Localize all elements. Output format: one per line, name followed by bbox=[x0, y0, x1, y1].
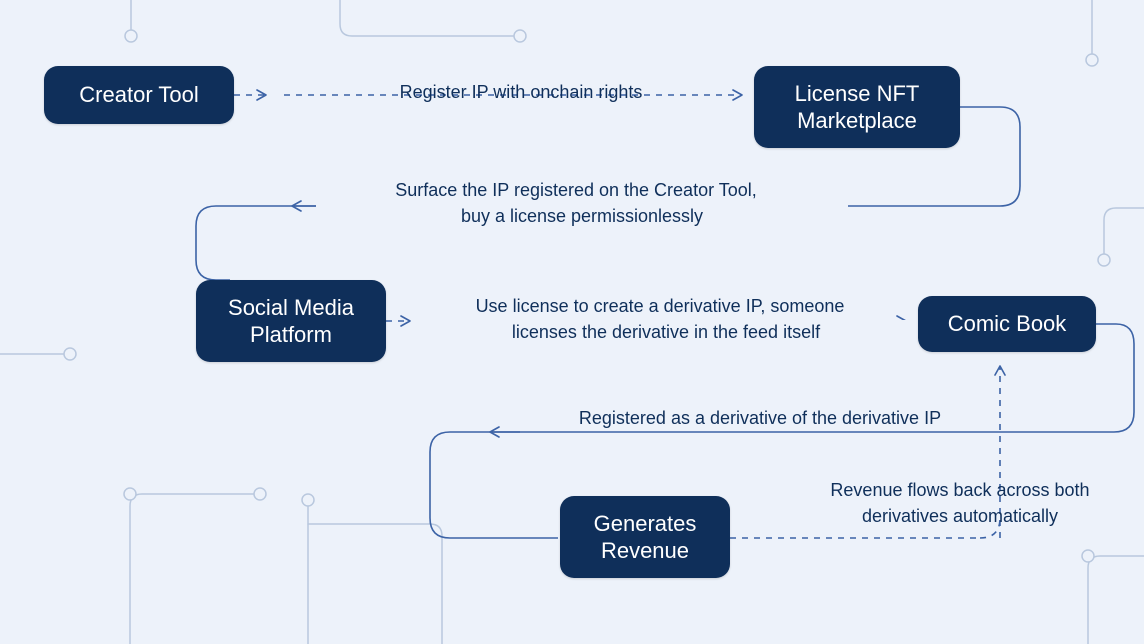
node-label: Social Media Platform bbox=[228, 294, 354, 349]
node-license-marketplace: License NFT Marketplace bbox=[754, 66, 960, 148]
edge-label-register-ip: Register IP with onchain rights bbox=[316, 80, 726, 104]
diagram-canvas: Creator Tool License NFT Marketplace Soc… bbox=[0, 0, 1144, 644]
edge-label-surface-ip-2: buy a license permissionlessly bbox=[316, 204, 848, 228]
edge-label-use-license-1: Use license to create a derivative IP, s… bbox=[420, 294, 900, 318]
label-text: derivatives automatically bbox=[862, 506, 1058, 526]
edge-label-use-license-2: licenses the derivative in the feed itse… bbox=[420, 320, 912, 344]
node-generates-revenue: Generates Revenue bbox=[560, 496, 730, 578]
node-creator-tool: Creator Tool bbox=[44, 66, 234, 124]
node-label: Generates Revenue bbox=[594, 510, 697, 565]
label-text: Registered as a derivative of the deriva… bbox=[579, 408, 941, 428]
edge-label-revenue-flows-1: Revenue flows back across both bbox=[790, 478, 1130, 502]
node-label: License NFT Marketplace bbox=[795, 80, 920, 135]
label-text: licenses the derivative in the feed itse… bbox=[512, 322, 820, 342]
label-text: Revenue flows back across both bbox=[830, 480, 1089, 500]
edge-label-revenue-flows-2: derivatives automatically bbox=[790, 504, 1130, 528]
label-text: Register IP with onchain rights bbox=[400, 82, 643, 102]
label-text: buy a license permissionlessly bbox=[461, 206, 703, 226]
label-text: Use license to create a derivative IP, s… bbox=[476, 296, 845, 316]
edge-label-surface-ip-1: Surface the IP registered on the Creator… bbox=[316, 178, 836, 202]
node-social-media: Social Media Platform bbox=[196, 280, 386, 362]
edge-label-registered-derivative: Registered as a derivative of the deriva… bbox=[500, 406, 1020, 430]
label-text: Surface the IP registered on the Creator… bbox=[395, 180, 757, 200]
node-comic-book: Comic Book bbox=[918, 296, 1096, 352]
node-label: Comic Book bbox=[948, 310, 1067, 338]
node-label: Creator Tool bbox=[79, 81, 198, 109]
